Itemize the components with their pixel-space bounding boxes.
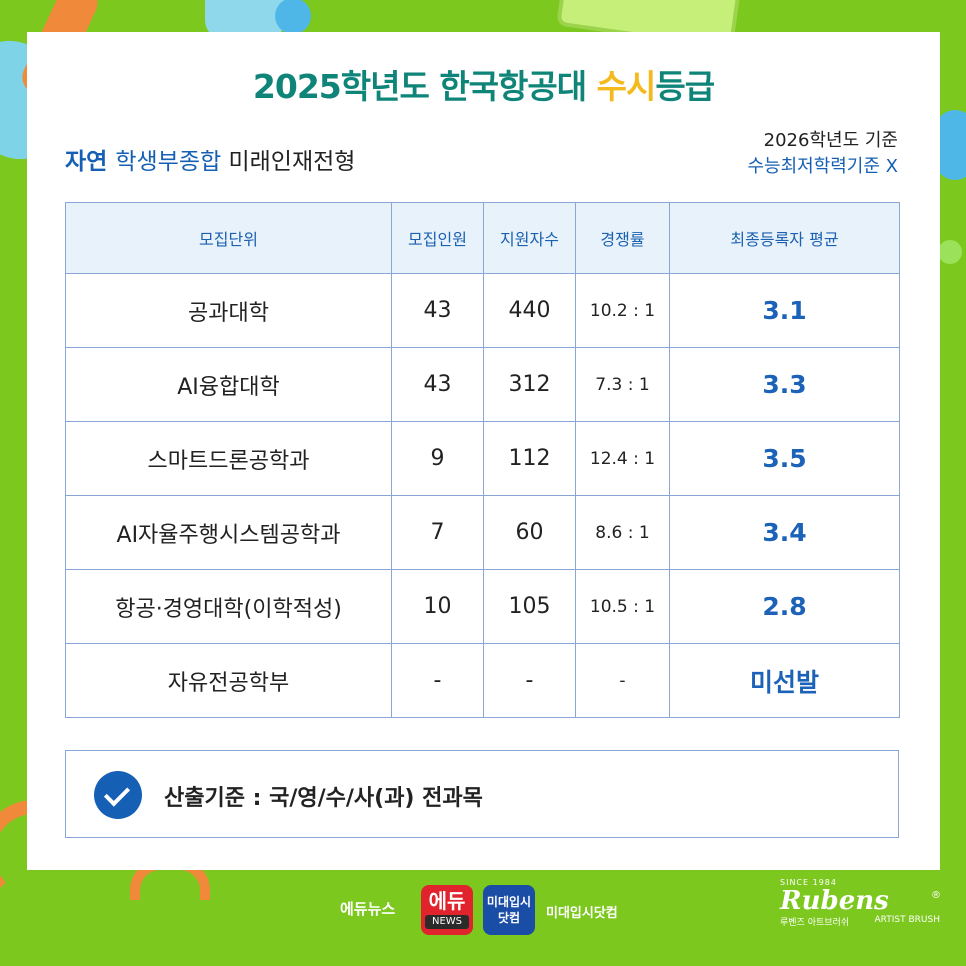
title-part2: 등급	[655, 67, 715, 106]
cell-rate: -	[575, 643, 670, 718]
rubens-registered: ®	[931, 890, 941, 901]
decorative-star	[275, 0, 311, 34]
rubens-logo: SINCE 1984 Rubens ® 루벤즈 아트브러쉬 ARTIST BRU…	[780, 878, 945, 928]
cell-applicants: 105	[483, 569, 576, 644]
cell-avg: 미선발	[669, 643, 900, 718]
footer-edunews: 에듀뉴스	[340, 900, 396, 918]
table-row: 자유전공학부 - - - 미선발	[65, 643, 900, 718]
cell-quota: 43	[391, 347, 484, 422]
cell-unit: AI융합대학	[65, 347, 392, 422]
admission-subtitle: 자연 학생부종합 미래인재전형	[65, 142, 355, 176]
cell-applicants: 112	[483, 421, 576, 496]
cell-quota: 9	[391, 421, 484, 496]
cell-rate: 7.3 : 1	[575, 347, 670, 422]
footer-mi-site: 미대입시닷컴	[546, 906, 618, 921]
cell-unit: 스마트드론공학과	[65, 421, 392, 496]
cell-unit: 자유전공학부	[65, 643, 392, 718]
rubens-en: ARTIST BRUSH	[874, 915, 940, 925]
cell-unit: 공과대학	[65, 273, 392, 348]
cell-applicants: 60	[483, 495, 576, 570]
cell-rate: 10.2 : 1	[575, 273, 670, 348]
table-header-row: 모집단위 모집인원 지원자수 경쟁률 최종등록자 평균	[65, 202, 900, 274]
edunews-logo: 에듀 NEWS	[421, 885, 473, 935]
content-card: 2025학년도 한국항공대 수시등급 자연 학생부종합 미래인재전형 2026학…	[27, 32, 940, 870]
cell-quota: 10	[391, 569, 484, 644]
cell-quota: 7	[391, 495, 484, 570]
cell-quota: -	[391, 643, 484, 718]
mi-logo-line2: 닷컴	[497, 911, 521, 925]
table-row: 공과대학 43 440 10.2 : 1 3.1	[65, 273, 900, 348]
cell-rate: 12.4 : 1	[575, 421, 670, 496]
table-row: 스마트드론공학과 9 112 12.4 : 1 3.5	[65, 421, 900, 496]
decorative-capsule	[935, 110, 966, 180]
cell-rate: 10.5 : 1	[575, 569, 670, 644]
results-table: 모집단위 모집인원 지원자수 경쟁률 최종등록자 평균 공과대학 43 440 …	[65, 202, 900, 718]
cell-avg: 3.1	[669, 273, 900, 348]
cell-applicants: 440	[483, 273, 576, 348]
cell-applicants: 312	[483, 347, 576, 422]
header-unit: 모집단위	[65, 202, 392, 274]
cell-rate: 8.6 : 1	[575, 495, 670, 570]
cell-unit: AI자율주행시스템공학과	[65, 495, 392, 570]
edu-logo-top: 에듀	[428, 889, 466, 913]
title-highlight: 수시	[596, 67, 657, 106]
table-row: AI융합대학 43 312 7.3 : 1 3.3	[65, 347, 900, 422]
header-avg: 최종등록자 평균	[669, 202, 900, 274]
basis-minimum: 수능최저학력기준 X	[747, 156, 898, 177]
rubens-kr: 루벤즈 아트브러쉬	[780, 918, 850, 928]
rubens-since: SINCE 1984	[780, 878, 837, 887]
subtitle-type: 자연	[65, 149, 108, 175]
cell-avg: 3.5	[669, 421, 900, 496]
header-quota: 모집인원	[391, 202, 484, 274]
cell-avg: 3.3	[669, 347, 900, 422]
criteria-box: 산출기준 : 국/영/수/사(과) 전과목	[65, 750, 899, 838]
cell-applicants: -	[483, 643, 576, 718]
cell-avg: 3.4	[669, 495, 900, 570]
title-part1: 2025학년도 한국항공대	[252, 67, 597, 106]
subtitle-track: 학생부종합	[115, 149, 222, 175]
midae-logo: 미대입시 닷컴	[483, 885, 535, 935]
cell-unit: 항공·경영대학(이학적성)	[65, 569, 392, 644]
rubens-name: Rubens	[780, 886, 889, 916]
criteria-text: 산출기준 : 국/영/수/사(과) 전과목	[164, 786, 483, 811]
cell-quota: 43	[391, 273, 484, 348]
edu-logo-bottom: NEWS	[425, 915, 469, 929]
header-rate: 경쟁률	[575, 202, 670, 274]
subtitle-name: 미래인재전형	[221, 149, 356, 175]
table-row: 항공·경영대학(이학적성) 10 105 10.5 : 1 2.8	[65, 569, 900, 644]
mi-logo-line1: 미대입시	[486, 895, 532, 909]
decorative-dot	[938, 240, 962, 264]
table-row: AI자율주행시스템공학과 7 60 8.6 : 1 3.4	[65, 495, 900, 570]
check-circle-icon	[94, 771, 142, 819]
basis-note: 2026학년도 기준 수능최저학력기준 X	[747, 128, 898, 180]
basis-year: 2026학년도 기준	[763, 130, 898, 151]
header-applicants: 지원자수	[483, 202, 576, 274]
page-title: 2025학년도 한국항공대 수시등급	[27, 60, 940, 108]
cell-avg: 2.8	[669, 569, 900, 644]
